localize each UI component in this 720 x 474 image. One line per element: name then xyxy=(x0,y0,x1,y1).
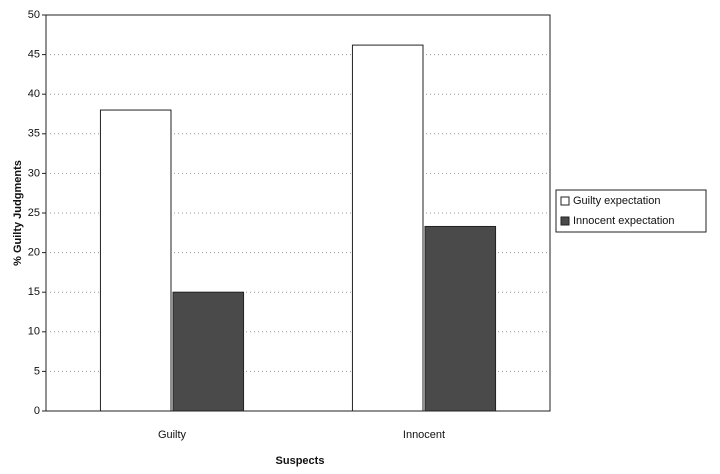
legend-label: Innocent expectation xyxy=(573,215,675,227)
y-tick-label: 45 xyxy=(28,49,40,61)
x-tick-label: Guilty xyxy=(158,429,187,441)
legend-label: Guilty expectation xyxy=(573,195,660,207)
y-tick-label: 35 xyxy=(28,128,40,140)
bar xyxy=(172,291,245,412)
bar xyxy=(99,109,172,412)
bar xyxy=(351,44,424,412)
legend-swatch xyxy=(560,216,570,226)
y-tick-label: 50 xyxy=(28,9,40,21)
y-axis-label: % Guilty Judgments xyxy=(12,160,24,266)
x-axis-label: Suspects xyxy=(276,455,325,467)
y-tick-label: 0 xyxy=(34,405,40,417)
bar xyxy=(424,225,497,412)
y-tick-label: 5 xyxy=(34,365,40,377)
y-tick-label: 40 xyxy=(28,88,40,100)
x-tick-label: Innocent xyxy=(403,429,445,441)
y-tick-label: 25 xyxy=(28,207,40,219)
y-tick-label: 20 xyxy=(28,247,40,259)
y-tick-label: 10 xyxy=(28,326,40,338)
legend-box xyxy=(555,189,707,233)
y-tick-label: 15 xyxy=(28,286,40,298)
legend-swatch xyxy=(560,196,570,206)
y-tick-label: 30 xyxy=(28,167,40,179)
